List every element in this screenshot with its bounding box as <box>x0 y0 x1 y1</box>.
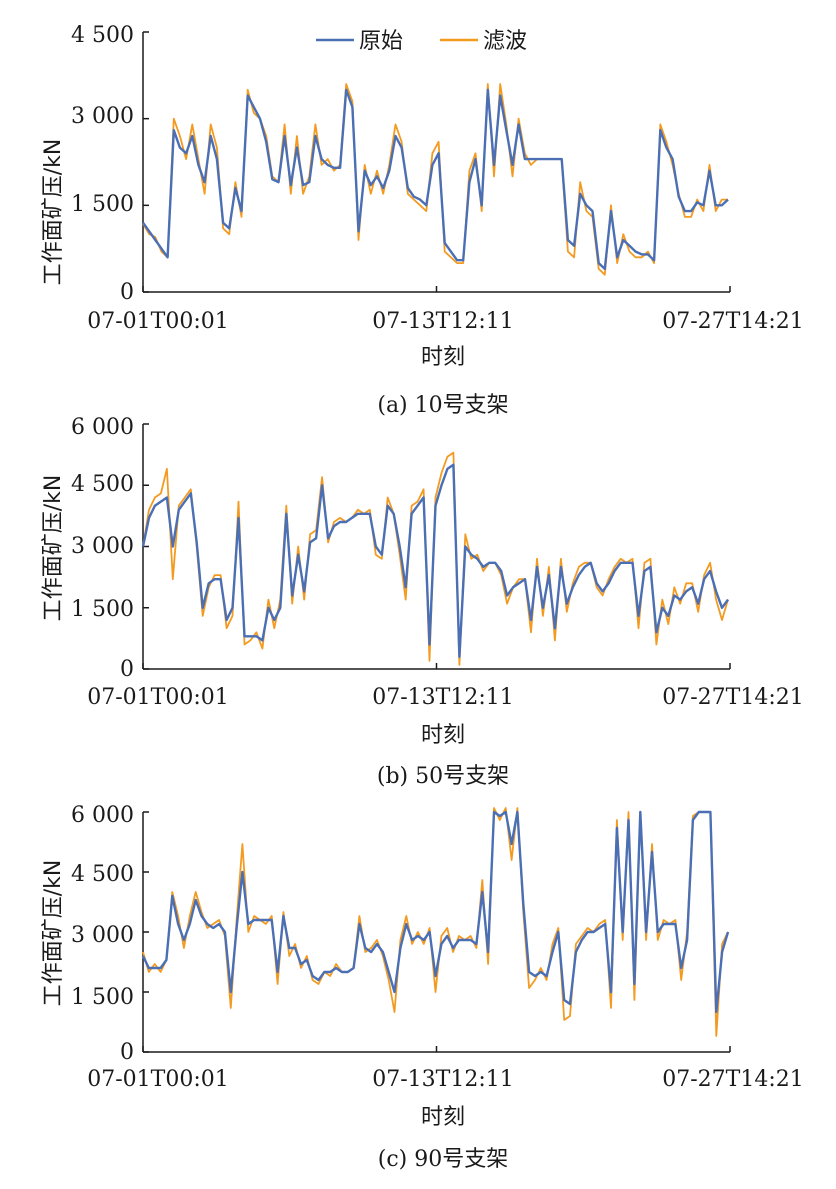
panel-c-y-tick-label: 3 000 <box>71 923 134 948</box>
panel-c-x-tick-label: 07-27T14:21 <box>662 1067 804 1092</box>
panel-c-y-tick-label: 4 500 <box>71 862 134 887</box>
panel-c-x-tick-label: 07-13T12:11 <box>372 1067 514 1092</box>
panel-c-x-tick-label: 07-01T00:01 <box>87 1067 229 1092</box>
panel-b-series-original-line <box>141 463 729 658</box>
legend: 原始 滤波 <box>316 29 527 54</box>
panel-b-y-tick-label: 3 000 <box>71 534 134 559</box>
panel-b-x-axis-label: 时刻 <box>421 723 465 748</box>
panel-b-caption: (b) 50号支架 <box>377 764 509 789</box>
panel-c: 0 1 500 3 000 4 500 6 000 07-01T00:01 07… <box>41 803 804 1172</box>
panel-c-y-tick-label: 1 500 <box>71 985 134 1010</box>
panel-a-caption: (a) 10号支架 <box>377 393 508 418</box>
panel-b: 0 1 500 3 000 4 500 6 000 07-01T00:01 07… <box>41 415 804 789</box>
panel-a-x-tick-label: 07-01T00:01 <box>87 309 229 334</box>
panel-c-x-axis-label: 时刻 <box>421 1105 465 1130</box>
panel-a-x-tick-label: 07-13T12:11 <box>372 309 514 334</box>
panel-c-series-original-line <box>141 810 730 1014</box>
panel-a-x-tick-label: 07-27T14:21 <box>662 309 804 334</box>
panel-c-y-tick-label: 0 <box>120 1040 134 1065</box>
chart-marks <box>141 31 731 1053</box>
panel-a-y-tick-label: 4 500 <box>71 23 134 48</box>
panel-b-y-tick-label: 4 500 <box>71 472 134 497</box>
panel-a-y-tick-label: 1 500 <box>71 192 134 217</box>
panel-a-y-tick-label: 0 <box>120 280 134 305</box>
panel-b-y-axis-label: 工作面矿压/kN <box>41 475 66 622</box>
panel-a: 0 1 500 3 000 4 500 07-01T00:01 07-13T12… <box>41 23 804 418</box>
panel-b-y-tick-label: 1 500 <box>71 597 134 622</box>
panel-a-y-ticks: 0 1 500 3 000 4 500 <box>71 23 134 305</box>
panel-a-y-tick-label: 3 000 <box>71 104 134 129</box>
panel-b-series-filtered-line <box>142 451 729 666</box>
panel-a-series-original-line <box>142 88 729 271</box>
panel-b-x-tick-label: 07-01T00:01 <box>87 685 229 710</box>
panel-c-y-tick-label: 6 000 <box>71 803 134 828</box>
panel-b-x-tick-label: 07-13T12:11 <box>372 685 514 710</box>
panel-a-y-axis-label: 工作面矿压/kN <box>41 139 66 286</box>
panel-c-y-axis-label: 工作面矿压/kN <box>41 860 66 1007</box>
legend-label-filtered: 滤波 <box>483 29 527 54</box>
panel-a-series-filtered-line <box>142 83 728 276</box>
panel-b-x-tick-label: 07-27T14:21 <box>662 685 804 710</box>
panel-a-x-axis-label: 时刻 <box>421 345 465 370</box>
panel-b-y-tick-label: 6 000 <box>71 415 134 440</box>
panel-b-y-tick-label: 0 <box>120 657 134 682</box>
panel-c-caption: (c) 90号支架 <box>378 1147 508 1172</box>
legend-label-original: 原始 <box>359 29 403 54</box>
